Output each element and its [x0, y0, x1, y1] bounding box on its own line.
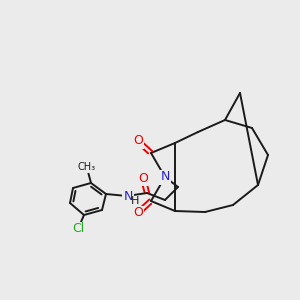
Text: O: O: [133, 134, 143, 148]
Text: CH₃: CH₃: [78, 162, 96, 172]
Text: O: O: [138, 172, 148, 184]
Text: N: N: [123, 190, 133, 202]
Text: N: N: [160, 170, 170, 184]
Text: H: H: [131, 196, 139, 206]
Text: Cl: Cl: [72, 223, 84, 236]
Text: O: O: [133, 206, 143, 220]
